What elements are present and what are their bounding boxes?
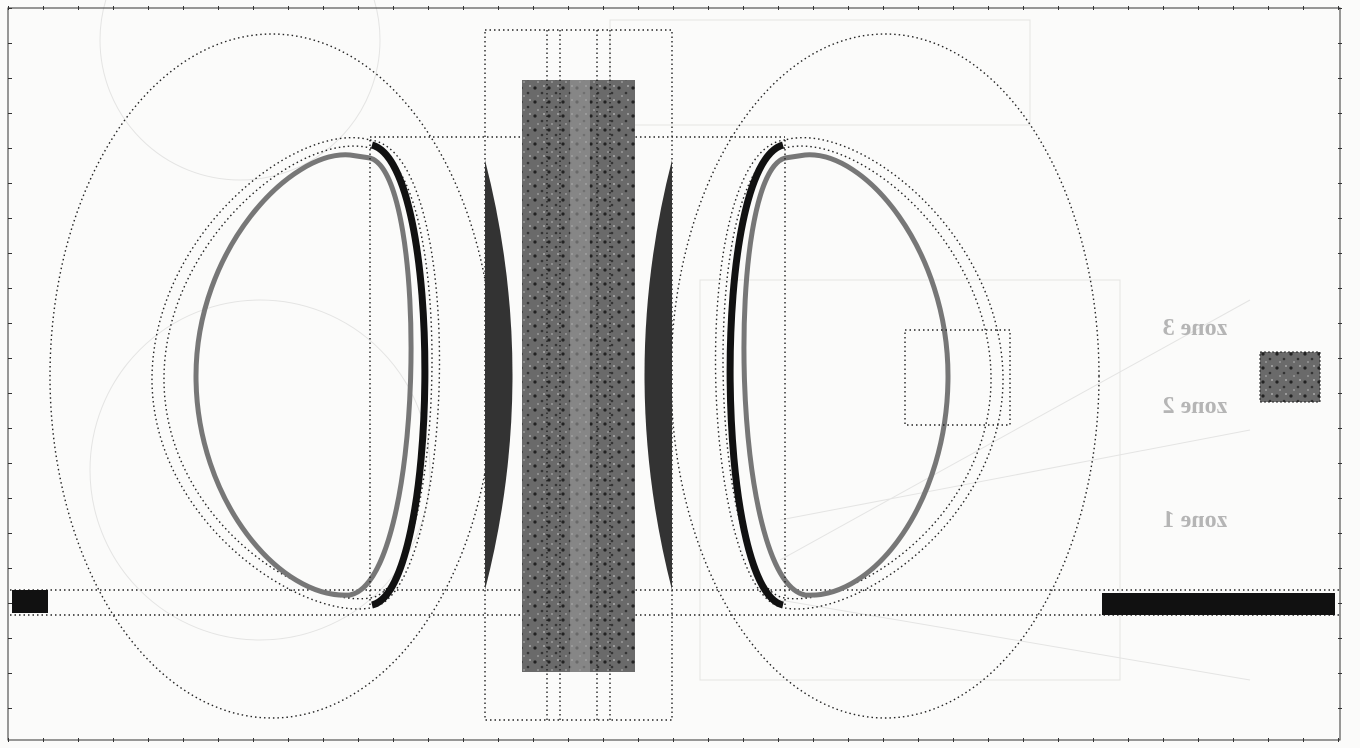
zone-label: zone 2 — [1163, 393, 1228, 419]
left-d-shape — [152, 138, 440, 609]
left-bar — [12, 590, 48, 613]
small-box — [1260, 352, 1320, 402]
frame — [8, 8, 1340, 740]
zone-label: zone 3 — [1163, 315, 1228, 341]
zone-label: zone 1 — [1163, 507, 1228, 533]
right-bar — [1102, 593, 1335, 615]
page: zone 3 zone 2 zone 1 (() => { const data… — [0, 0, 1360, 748]
central-column — [485, 30, 672, 720]
right-d-shape — [716, 138, 1010, 609]
drawing: zone 3 zone 2 zone 1 — [0, 0, 1360, 748]
